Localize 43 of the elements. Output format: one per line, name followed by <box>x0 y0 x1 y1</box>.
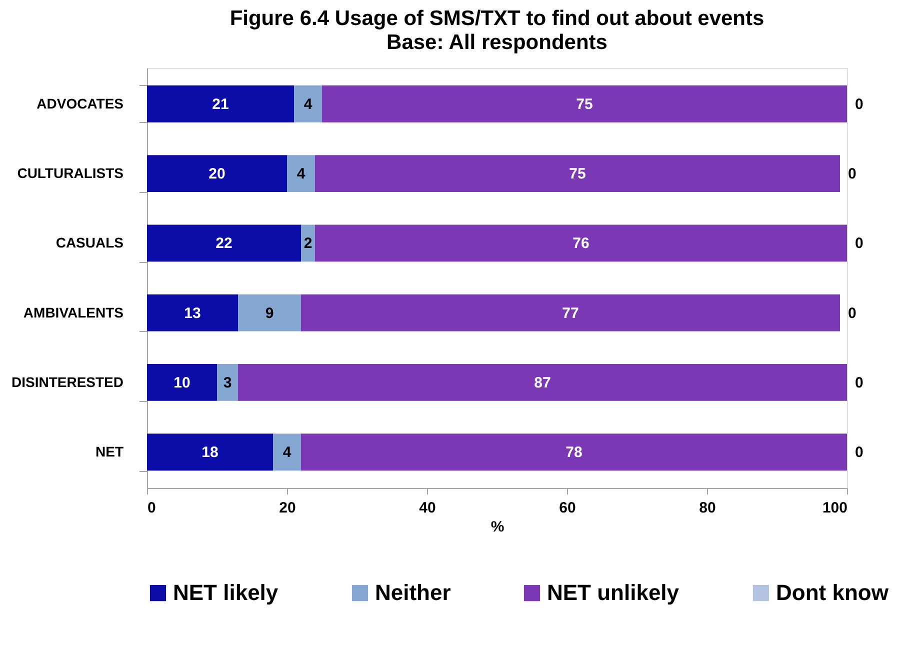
y-tick-label: ADVOCATES <box>36 95 124 112</box>
y-tick-label: DISINTERESTED <box>11 374 124 390</box>
x-tick-label: 60 <box>559 500 576 516</box>
x-tick-label: 40 <box>419 500 436 516</box>
x-axis-title: % <box>490 518 504 536</box>
data-label: 18 <box>202 444 218 462</box>
x-tick-label: 20 <box>279 500 296 516</box>
chart-title: Figure 6.4 Usage of SMS/TXT to find out about events <box>230 7 764 30</box>
data-label: 22 <box>216 235 232 252</box>
data-label: 78 <box>566 444 582 462</box>
data-label: 4 <box>282 444 292 462</box>
data-label: 0 <box>848 166 856 183</box>
data-label: 75 <box>569 166 586 183</box>
data-label: 3 <box>223 374 232 392</box>
data-label: 4 <box>296 166 306 183</box>
data-label: 9 <box>265 304 274 322</box>
data-label: 0 <box>855 444 864 462</box>
data-label: 13 <box>184 304 201 322</box>
legend-label: NET unlikely <box>547 580 680 605</box>
data-label: 2 <box>304 235 312 252</box>
chart-subtitle: Base: All respondents <box>386 31 608 54</box>
y-tick-label: AMBIVALENTS <box>23 304 124 320</box>
data-label: 21 <box>212 96 229 113</box>
data-label: 0 <box>848 304 856 322</box>
x-tick-label: 0 <box>148 500 156 516</box>
data-label: 77 <box>562 304 579 322</box>
data-label: 10 <box>174 374 190 392</box>
legend-label: NET likely <box>173 580 279 605</box>
data-label: 76 <box>572 235 590 252</box>
y-tick-label: CULTURALISTS <box>17 165 124 182</box>
data-label: 75 <box>576 96 593 113</box>
y-tick-label: NET <box>96 444 124 460</box>
data-label: 0 <box>855 96 864 113</box>
data-label: 87 <box>534 374 551 392</box>
data-label: 20 <box>208 166 226 183</box>
legend-label: Dont know <box>776 580 890 605</box>
x-tick-label: 80 <box>699 500 716 516</box>
data-label: 0 <box>855 235 864 252</box>
y-tick-label: CASUALS <box>56 234 124 251</box>
data-label: 4 <box>304 96 313 113</box>
data-label: 0 <box>855 374 864 392</box>
x-tick-label: 100 <box>822 500 848 516</box>
legend-label: Neither <box>375 580 452 605</box>
